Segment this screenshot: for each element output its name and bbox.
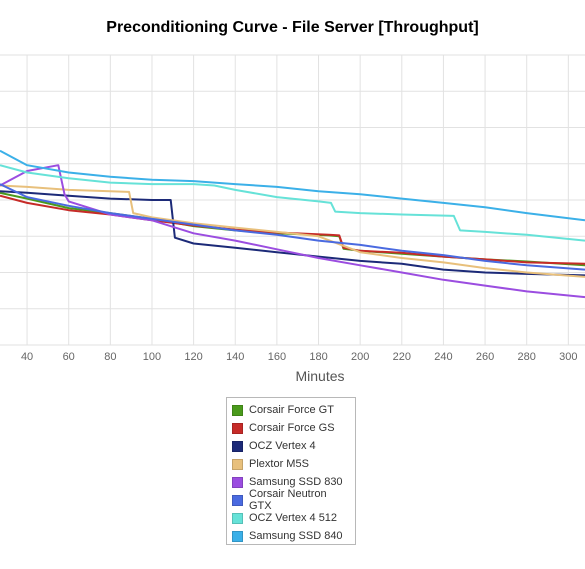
x-tick-label: 140 bbox=[226, 351, 244, 363]
legend-item: Plextor M5S bbox=[232, 455, 350, 473]
x-tick-label: 260 bbox=[476, 351, 494, 363]
legend-label: Corsair Neutron GTX bbox=[249, 488, 327, 512]
legend-item: Corsair Neutron GTX bbox=[232, 488, 350, 512]
x-tick-labels: 40 60 80 100 120 140 160 180 200 220 240 260 280 300 bbox=[21, 351, 578, 363]
legend-swatch bbox=[232, 422, 243, 434]
legend-swatch bbox=[232, 530, 243, 542]
legend-label: Corsair Force GT bbox=[249, 404, 334, 416]
legend-swatch bbox=[232, 404, 243, 416]
grid bbox=[0, 54, 585, 346]
x-tick-label: 100 bbox=[143, 351, 161, 363]
legend-label: OCZ Vertex 4 bbox=[249, 440, 316, 452]
legend-item: OCZ Vertex 4 512 bbox=[232, 509, 350, 527]
series-line-4 bbox=[0, 164, 585, 299]
legend-item: Corsair Force GT bbox=[232, 401, 350, 419]
x-axis-label: Minutes bbox=[295, 368, 345, 384]
x-tick-label: 60 bbox=[63, 351, 75, 363]
x-tick-label: 180 bbox=[309, 351, 327, 363]
legend-label: Samsung SSD 840 bbox=[249, 530, 343, 542]
x-tick-label: 200 bbox=[351, 351, 369, 363]
legend-swatch bbox=[232, 458, 243, 470]
plot-area: 40 60 80 100 120 140 160 180 200 220 240 260 280 300 bbox=[0, 54, 585, 363]
series-line-2 bbox=[0, 190, 585, 277]
legend-label: Plextor M5S bbox=[249, 458, 309, 470]
series-line-5 bbox=[0, 183, 585, 271]
x-tick-label: 40 bbox=[21, 351, 33, 363]
series-line-3 bbox=[0, 184, 585, 278]
legend-item: Samsung SSD 840 bbox=[232, 527, 350, 545]
legend-item: OCZ Vertex 4 bbox=[232, 437, 350, 455]
legend-label: Samsung SSD 830 bbox=[249, 476, 343, 488]
legend-item: Samsung SSD 830 bbox=[232, 473, 350, 491]
x-tick-label: 240 bbox=[434, 351, 452, 363]
legend-swatch bbox=[232, 512, 243, 524]
legend-label: OCZ Vertex 4 512 bbox=[249, 512, 338, 524]
series-lines bbox=[0, 149, 585, 299]
legend-label: Corsair Force GS bbox=[249, 422, 335, 434]
legend: Corsair Force GT Corsair Force GS OCZ Vert… bbox=[226, 397, 356, 545]
series-line-7 bbox=[0, 149, 585, 222]
legend-swatch bbox=[232, 476, 243, 488]
legend-swatch bbox=[232, 440, 243, 452]
x-tick-label: 220 bbox=[393, 351, 411, 363]
x-tick-label: 120 bbox=[184, 351, 202, 363]
chart-title: Preconditioning Curve - File Server [Thr… bbox=[106, 19, 479, 36]
x-tick-label: 280 bbox=[518, 351, 536, 363]
x-tick-label: 80 bbox=[104, 351, 116, 363]
legend-swatch bbox=[232, 494, 243, 506]
x-tick-label: 160 bbox=[268, 351, 286, 363]
x-tick-label: 300 bbox=[559, 351, 577, 363]
legend-item: Corsair Force GS bbox=[232, 419, 350, 437]
series-line-6 bbox=[0, 164, 585, 242]
